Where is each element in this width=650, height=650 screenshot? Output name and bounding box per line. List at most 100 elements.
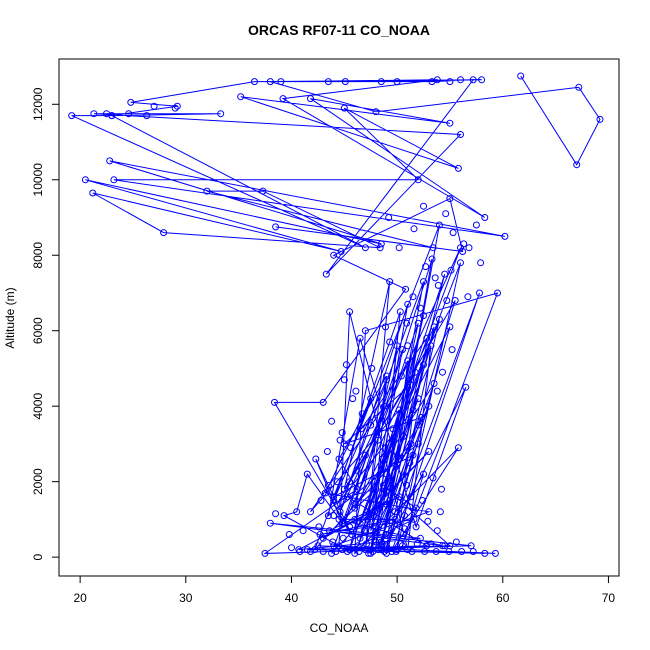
data-point <box>408 548 416 555</box>
data-point <box>458 548 466 555</box>
data-point <box>127 98 135 106</box>
data-point <box>441 542 449 550</box>
data-point <box>445 548 453 555</box>
data-point <box>357 425 365 433</box>
data-point <box>259 187 267 195</box>
data-point <box>351 549 359 557</box>
data-point <box>376 244 384 252</box>
data-point <box>266 78 274 86</box>
data-point <box>374 436 382 444</box>
data-point <box>383 546 390 554</box>
data-point <box>266 519 274 527</box>
data-point <box>81 176 89 184</box>
data-point <box>478 76 486 84</box>
data-point <box>280 512 288 520</box>
data-point <box>393 78 401 86</box>
data-point <box>432 548 440 555</box>
data-point <box>391 515 399 523</box>
data-point <box>316 531 324 538</box>
data-point <box>68 112 76 120</box>
chart-title: ORCAS RF07-11 CO_NOAA <box>248 22 430 38</box>
data-point <box>364 515 371 523</box>
data-point <box>342 361 350 369</box>
x-tick-label: 70 <box>602 591 616 605</box>
data-point <box>412 523 420 531</box>
data-point <box>446 78 454 86</box>
data-point <box>395 493 403 501</box>
x-tick-label: 30 <box>179 591 193 605</box>
data-point <box>413 540 421 548</box>
data-point <box>392 548 400 555</box>
data-point <box>375 504 383 512</box>
data-point <box>446 323 454 331</box>
data-point <box>398 542 406 550</box>
data-point <box>441 270 449 278</box>
data-point <box>454 164 462 172</box>
data-point <box>361 244 369 252</box>
data-point <box>400 432 407 440</box>
data-point <box>393 342 401 350</box>
data-point <box>346 546 354 554</box>
y-tick-label: 8000 <box>31 242 45 269</box>
data-point <box>477 259 485 267</box>
data-point <box>411 368 419 376</box>
data-point <box>372 531 380 538</box>
data-point <box>427 342 435 350</box>
data-point <box>288 544 295 552</box>
x-tick-label: 20 <box>73 591 87 605</box>
data-point <box>386 278 394 286</box>
data-point <box>481 214 489 221</box>
x-tick-label: 40 <box>285 591 299 605</box>
data-point <box>414 319 422 327</box>
data-point <box>462 383 470 391</box>
data-point <box>203 187 211 195</box>
data-point <box>383 549 390 557</box>
data-point <box>356 519 364 527</box>
data-point <box>396 540 404 548</box>
data-point <box>285 531 293 538</box>
x-axis: 20 30 40 50 60 70 <box>73 575 616 605</box>
data-point <box>404 357 412 365</box>
data-point <box>383 470 390 478</box>
data-point <box>369 548 377 555</box>
y-tick-label: 10000 <box>31 163 45 197</box>
data-point <box>425 508 433 516</box>
y-axis: 0 2000 4000 6000 8000 10000 12000 <box>31 87 60 560</box>
data-point <box>425 448 433 455</box>
data-point <box>326 527 333 535</box>
data-point <box>333 478 341 486</box>
data-point <box>404 383 412 391</box>
data-point <box>351 500 359 508</box>
data-point <box>351 515 359 523</box>
data-point <box>433 527 441 535</box>
data-point <box>380 402 388 410</box>
data-point <box>314 542 322 550</box>
data-point <box>422 263 430 271</box>
data-point <box>372 485 380 493</box>
data-point <box>89 189 97 197</box>
data-point <box>397 372 405 380</box>
data-point <box>330 497 338 504</box>
data-point <box>446 119 454 127</box>
data-point <box>340 485 348 493</box>
data-point <box>407 440 415 448</box>
data-point <box>472 221 480 229</box>
data-point <box>443 297 451 304</box>
x-tick-label: 60 <box>496 591 510 605</box>
data-point <box>319 398 327 406</box>
data-point <box>279 95 287 103</box>
data-point <box>417 414 425 421</box>
data-point <box>307 548 314 555</box>
y-tick-label: 0 <box>31 553 45 560</box>
data-point <box>410 225 418 233</box>
data-point <box>429 474 437 482</box>
data-point <box>330 512 338 520</box>
data-point <box>355 548 363 555</box>
data-point <box>573 161 581 169</box>
data-point <box>457 131 464 138</box>
data-point <box>596 115 604 123</box>
data-point <box>321 489 329 497</box>
data-point <box>406 459 414 467</box>
data-point <box>410 515 418 523</box>
